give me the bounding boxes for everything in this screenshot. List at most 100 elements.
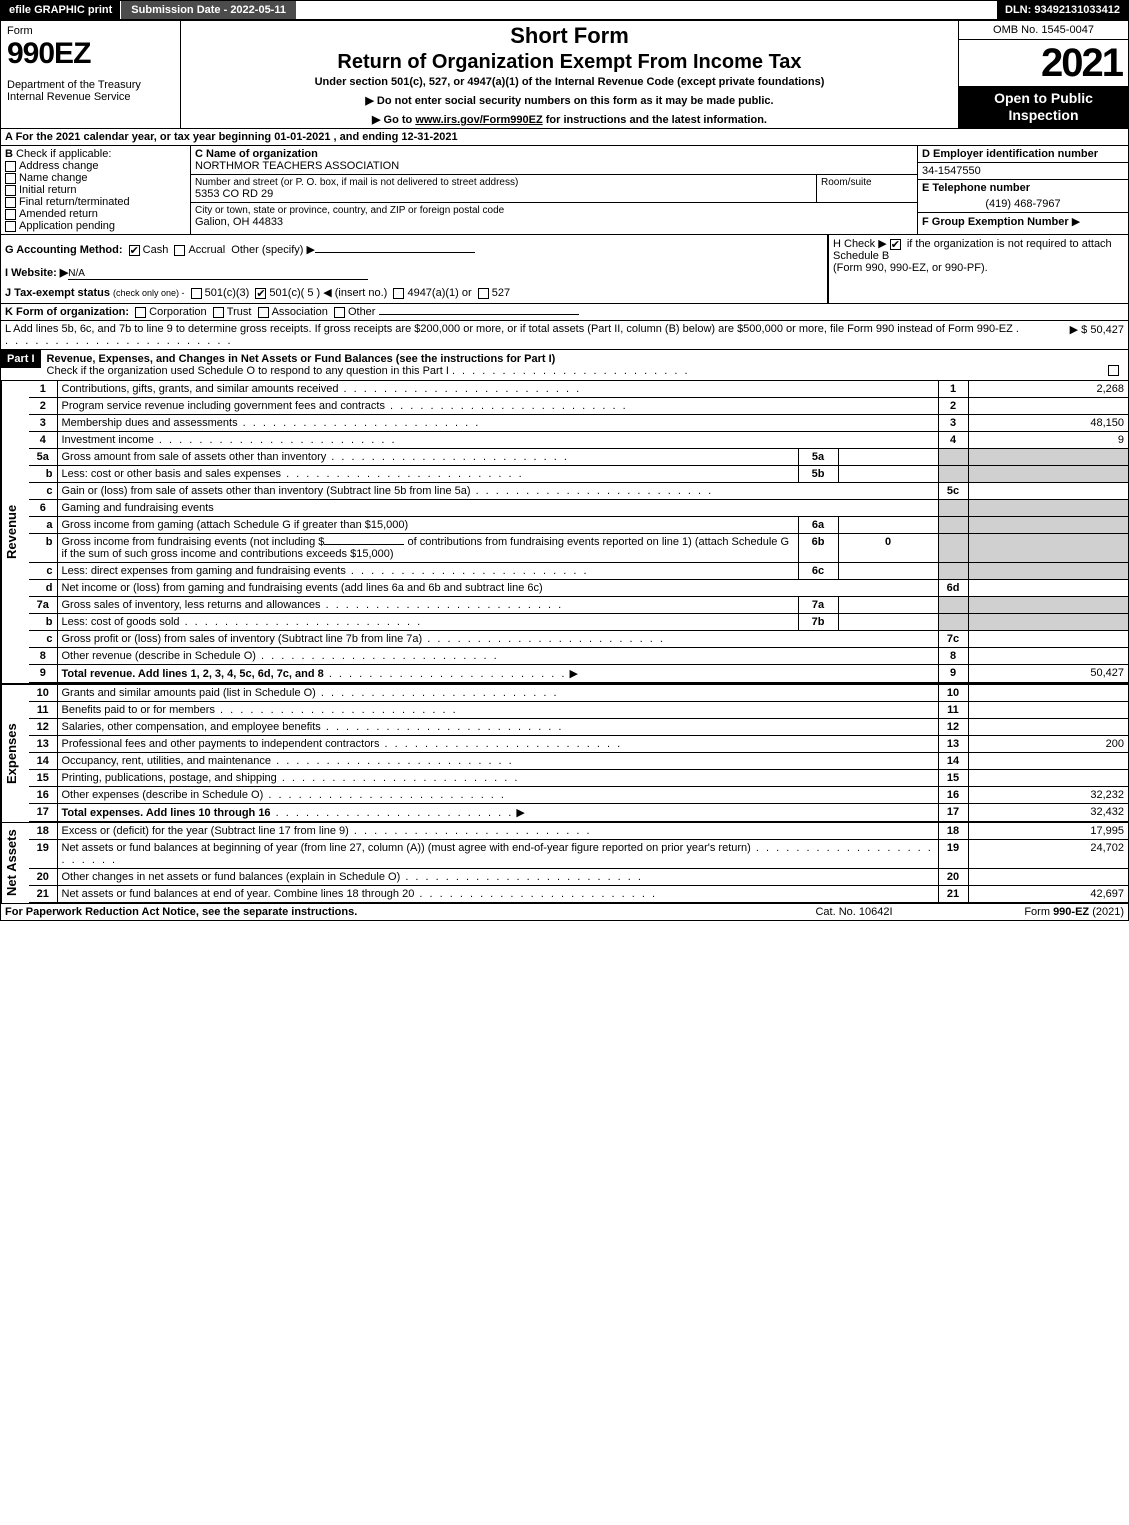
line-7b-desc: Less: cost of goods sold — [62, 616, 180, 628]
bullet-2-post: for instructions and the latest informat… — [543, 114, 767, 126]
opt-amended-return: Amended return — [19, 208, 98, 220]
line-6d-desc: Net income or (loss) from gaming and fun… — [62, 582, 543, 594]
k-label: K Form of organization: — [5, 306, 129, 318]
l-amount: ▶ $ 50,427 — [1024, 323, 1124, 347]
line-21-desc: Net assets or fund balances at end of ye… — [62, 888, 415, 900]
line-18-desc: Excess or (deficit) for the year (Subtra… — [62, 825, 349, 837]
revenue-section: Revenue 1Contributions, gifts, grants, a… — [1, 381, 1128, 683]
b-label: B — [5, 148, 13, 160]
footer-right: Form 990-EZ (2021) — [944, 906, 1124, 918]
line-6-desc: Gaming and fundraising events — [57, 500, 938, 517]
room-label: Room/suite — [821, 177, 913, 188]
org-name: NORTHMOR TEACHERS ASSOCIATION — [195, 160, 913, 172]
other-org-line — [379, 314, 579, 315]
footer: For Paperwork Reduction Act Notice, see … — [1, 903, 1128, 920]
row-l: L Add lines 5b, 6c, and 7b to line 9 to … — [1, 321, 1128, 350]
line-5c: cGain or (loss) from sale of assets othe… — [29, 483, 1128, 500]
opt-address-change: Address change — [19, 160, 99, 172]
check-part-i-schedule-o[interactable] — [1108, 365, 1119, 376]
line-8: 8Other revenue (describe in Schedule O)8 — [29, 648, 1128, 665]
header-right: OMB No. 1545-0047 2021 Open to Public In… — [958, 21, 1128, 128]
line-6b-desc1: Gross income from fundraising events (no… — [62, 536, 325, 548]
line-19-desc: Net assets or fund balances at beginning… — [62, 842, 751, 854]
net-assets-table: 18Excess or (deficit) for the year (Subt… — [29, 823, 1128, 903]
opt-other-specify: Other (specify) ▶ — [231, 244, 315, 256]
line-5c-desc: Gain or (loss) from sale of assets other… — [62, 485, 471, 497]
line-5b-desc: Less: cost or other basis and sales expe… — [62, 468, 282, 480]
check-501c[interactable] — [255, 288, 266, 299]
org-city: Galion, OH 44833 — [195, 216, 913, 228]
h-text3: (Form 990, 990-EZ, or 990-PF). — [833, 262, 988, 274]
line-5a: 5aGross amount from sale of assets other… — [29, 449, 1128, 466]
website-value: N/A — [68, 268, 368, 280]
i-label: I Website: ▶ — [5, 267, 68, 279]
net-assets-label: Net Assets — [1, 823, 29, 903]
check-schedule-b[interactable] — [890, 239, 901, 250]
check-address-change[interactable] — [5, 161, 16, 172]
check-accrual[interactable] — [174, 245, 185, 256]
check-trust[interactable] — [213, 307, 224, 318]
check-amended-return[interactable] — [5, 209, 16, 220]
line-12: 12Salaries, other compensation, and empl… — [29, 719, 1128, 736]
line-21-amt: 42,697 — [968, 886, 1128, 903]
org-address: 5353 CO RD 29 — [195, 188, 812, 200]
check-initial-return[interactable] — [5, 185, 16, 196]
line-6b: bGross income from fundraising events (n… — [29, 534, 1128, 563]
line-7b: bLess: cost of goods sold7b — [29, 614, 1128, 631]
revenue-label: Revenue — [1, 381, 29, 683]
line-15: 15Printing, publications, postage, and s… — [29, 770, 1128, 787]
line-1: 1Contributions, gifts, grants, and simil… — [29, 381, 1128, 398]
form-subtitle: Under section 501(c), 527, or 4947(a)(1)… — [187, 76, 952, 88]
header-center: Short Form Return of Organization Exempt… — [181, 21, 958, 128]
line-3: 3Membership dues and assessments348,150 — [29, 415, 1128, 432]
line-7a-desc: Gross sales of inventory, less returns a… — [62, 599, 321, 611]
irs-link[interactable]: www.irs.gov/Form990EZ — [415, 114, 542, 126]
part-i-header: Part I Revenue, Expenses, and Changes in… — [1, 350, 1128, 381]
bullet-2-pre: ▶ Go to — [372, 114, 415, 126]
omb-number: OMB No. 1545-0047 — [959, 21, 1128, 40]
part-i-label: Part I — [1, 350, 41, 368]
section-b: B Check if applicable: Address change Na… — [1, 146, 191, 234]
line-13: 13Professional fees and other payments t… — [29, 736, 1128, 753]
check-corporation[interactable] — [135, 307, 146, 318]
open-to-public: Open to Public Inspection — [959, 86, 1128, 128]
header-left: Form 990EZ Department of the Treasury In… — [1, 21, 181, 128]
check-association[interactable] — [258, 307, 269, 318]
entity-block: B Check if applicable: Address change Na… — [1, 146, 1128, 235]
line-7c: cGross profit or (loss) from sales of in… — [29, 631, 1128, 648]
opt-4947: 4947(a)(1) or — [407, 287, 471, 299]
line-1-amt: 2,268 — [968, 381, 1128, 398]
check-cash[interactable] — [129, 245, 140, 256]
opt-association: Association — [272, 306, 328, 318]
form-990ez: efile GRAPHIC print Submission Date - 20… — [0, 0, 1129, 921]
f-arrow: ▶ — [1072, 216, 1080, 228]
opt-name-change: Name change — [19, 172, 88, 184]
line-7a: 7aGross sales of inventory, less returns… — [29, 597, 1128, 614]
check-4947[interactable] — [393, 288, 404, 299]
short-form: Short Form — [187, 23, 952, 49]
line-20-desc: Other changes in net assets or fund bala… — [62, 871, 401, 883]
check-501c3[interactable] — [191, 288, 202, 299]
check-name-change[interactable] — [5, 173, 16, 184]
opt-501c-insert: ◀ (insert no.) — [323, 287, 387, 299]
dln: DLN: 93492131033412 — [997, 1, 1128, 19]
check-final-return[interactable] — [5, 197, 16, 208]
opt-initial-return: Initial return — [19, 184, 76, 196]
e-label: E Telephone number — [918, 180, 1128, 196]
line-15-desc: Printing, publications, postage, and shi… — [62, 772, 277, 784]
check-application-pending[interactable] — [5, 221, 16, 232]
gh-row: G Accounting Method: Cash Accrual Other … — [1, 235, 1128, 304]
line-18-amt: 17,995 — [968, 823, 1128, 840]
check-other-org[interactable] — [334, 307, 345, 318]
line-13-desc: Professional fees and other payments to … — [62, 738, 380, 750]
line-9: 9Total revenue. Add lines 1, 2, 3, 4, 5c… — [29, 665, 1128, 683]
bullet-2: ▶ Go to www.irs.gov/Form990EZ for instru… — [187, 113, 952, 126]
line-19: 19Net assets or fund balances at beginni… — [29, 840, 1128, 869]
check-527[interactable] — [478, 288, 489, 299]
line-16: 16Other expenses (describe in Schedule O… — [29, 787, 1128, 804]
line-18: 18Excess or (deficit) for the year (Subt… — [29, 823, 1128, 840]
line-14-desc: Occupancy, rent, utilities, and maintena… — [62, 755, 272, 767]
line-10-desc: Grants and similar amounts paid (list in… — [62, 687, 316, 699]
line-1-desc: Contributions, gifts, grants, and simila… — [62, 383, 339, 395]
expenses-section: Expenses 10Grants and similar amounts pa… — [1, 683, 1128, 822]
